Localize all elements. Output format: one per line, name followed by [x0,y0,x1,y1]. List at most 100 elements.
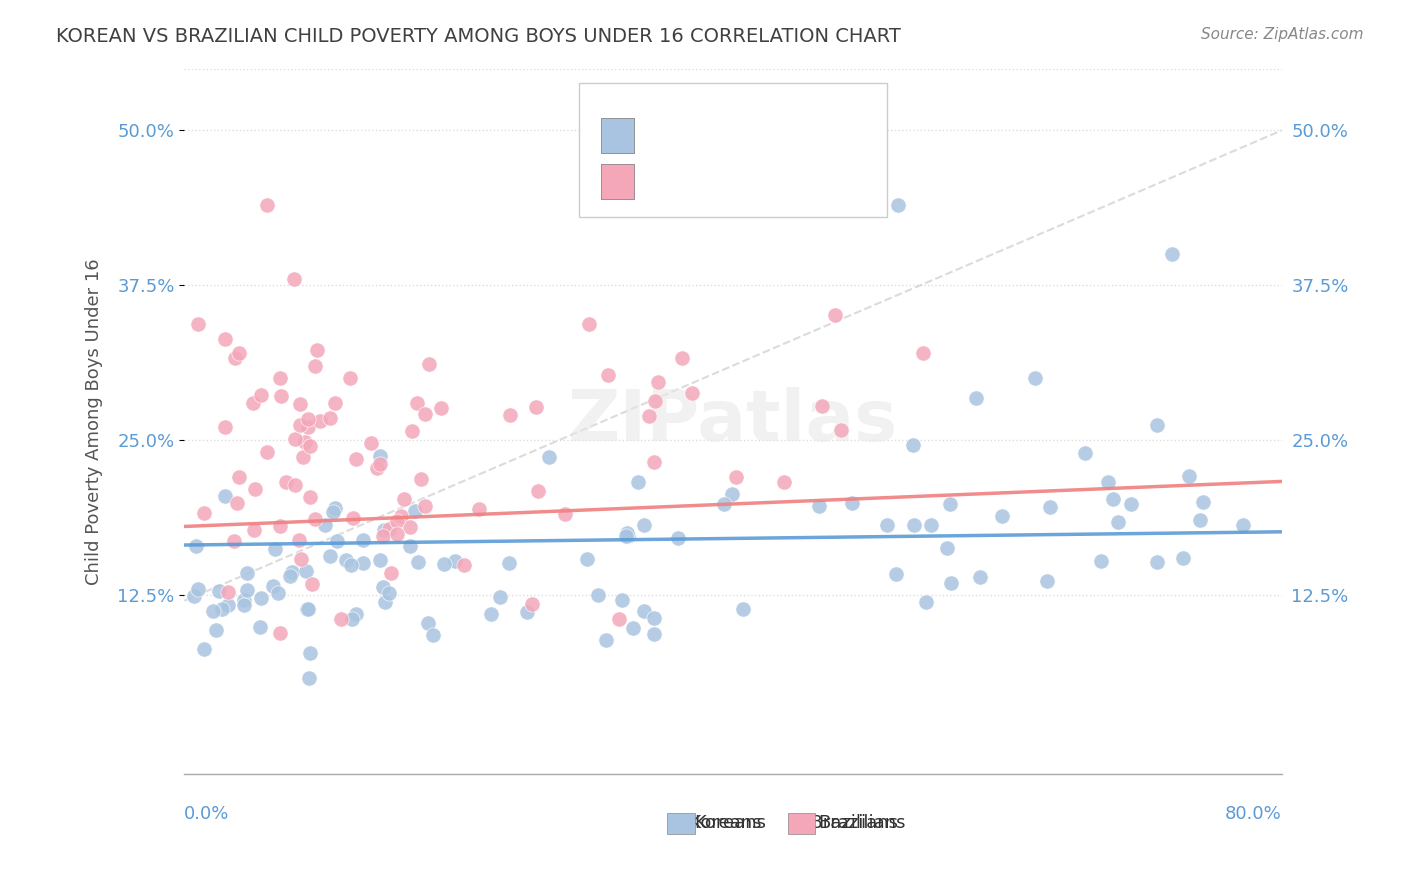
Point [1090,554,1112,568]
Point [537,450,560,464]
Point [283,272,305,286]
Point [398,520,420,534]
Point [274,475,297,489]
Point [269,371,291,385]
Point [404,503,426,517]
Point [903,518,925,533]
Point [936,541,959,556]
Point [301,577,323,591]
Text: ZIPatlas: ZIPatlas [568,387,898,456]
FancyBboxPatch shape [602,118,634,153]
Point [1173,550,1195,565]
Point [647,375,669,389]
Point [298,671,321,685]
Point [183,589,205,603]
Point [193,506,215,520]
Point [339,558,361,573]
Point [643,611,665,625]
Point [527,483,550,498]
Point [418,616,440,631]
Point [524,401,547,415]
Point [1178,469,1201,483]
Point [377,586,399,600]
Point [671,351,693,365]
Point [193,641,215,656]
Point [288,397,311,411]
Point [638,409,661,423]
Point [1074,446,1097,460]
Point [288,533,311,547]
Point [297,420,319,434]
Point [1192,495,1215,509]
Point [284,478,307,492]
Point [773,475,796,490]
Text: Koreans: Koreans [678,814,762,832]
Point [389,509,412,524]
Point [586,588,609,602]
Point [368,457,391,471]
Point [249,388,271,402]
Point [841,496,863,510]
Y-axis label: Child Poverty Among Boys Under 16: Child Poverty Among Boys Under 16 [86,258,103,584]
Point [278,569,301,583]
Point [467,501,489,516]
Point [228,346,250,360]
Point [208,584,231,599]
Point [433,557,456,571]
Point [299,646,322,660]
Point [609,612,631,626]
Point [211,602,233,616]
Point [520,597,543,611]
Point [884,567,907,582]
Point [228,470,250,484]
Text: 0.0%: 0.0% [184,805,229,823]
Point [406,555,429,569]
Point [318,411,340,425]
Point [201,604,224,618]
Point [214,489,236,503]
Point [214,332,236,346]
Point [290,552,312,566]
Point [373,523,395,537]
Text: Brazilians: Brazilians [818,814,905,832]
Point [304,359,326,373]
Point [633,603,655,617]
Point [413,499,436,513]
Point [380,566,402,581]
Point [401,425,423,439]
Point [406,395,429,409]
Point [305,343,328,357]
Point [644,394,666,409]
Point [294,434,316,449]
Point [409,472,432,486]
Point [256,445,278,459]
Point [373,529,395,543]
Point [378,523,401,537]
Point [267,586,290,600]
Point [366,461,388,475]
Point [368,449,391,463]
Point [245,482,267,496]
Point [323,395,346,409]
Point [233,592,256,607]
Point [422,628,444,642]
Point [224,351,246,366]
Point [1146,418,1168,433]
Text: Koreans: Koreans [695,814,766,832]
Point [1107,515,1129,529]
Point [643,454,665,468]
Point [368,553,391,567]
Text: R = 0.182   N =  85: R = 0.182 N = 85 [645,172,821,190]
Point [214,420,236,434]
Text: R = 0.182   N =  85: R = 0.182 N = 85 [645,172,821,190]
Text: Brazilians: Brazilians [799,814,898,832]
Text: R = 0.167   N = 104: R = 0.167 N = 104 [645,127,827,145]
Point [1121,497,1143,511]
Point [429,401,451,415]
Point [554,507,576,521]
Point [270,389,292,403]
Point [824,308,846,322]
Point [499,409,522,423]
Point [281,565,304,579]
Point [418,357,440,371]
